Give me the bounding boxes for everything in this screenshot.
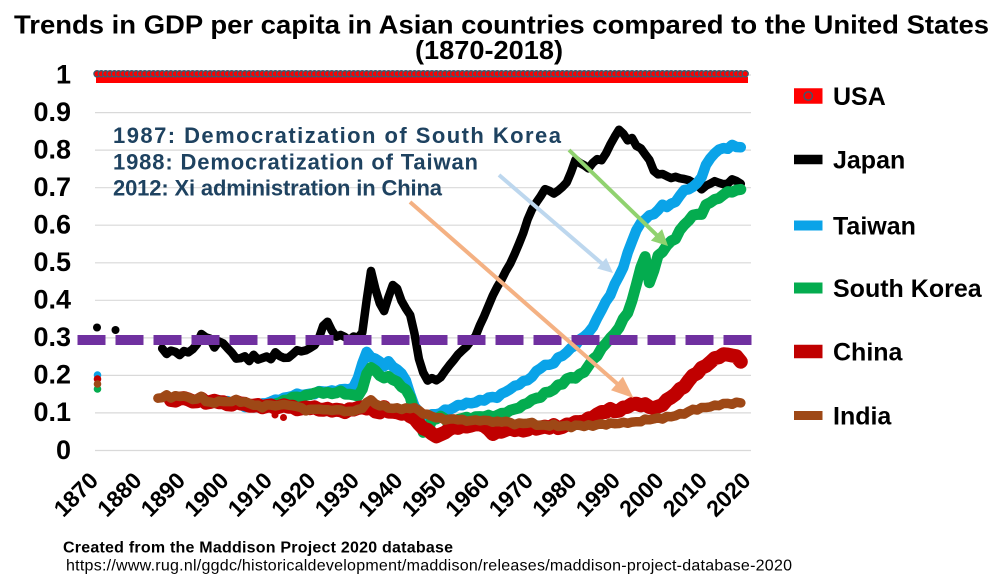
svg-text:1988: Democratization of Taiwa: 1988: Democratization of Taiwan xyxy=(113,149,478,174)
svg-text:(1870-2018): (1870-2018) xyxy=(415,35,563,65)
svg-text:Trends in GDP per capita in As: Trends in GDP per capita in Asian countr… xyxy=(14,10,989,40)
svg-text:0.9: 0.9 xyxy=(33,97,71,127)
svg-text:0.8: 0.8 xyxy=(33,134,71,164)
svg-text:0.1: 0.1 xyxy=(33,397,71,427)
svg-text:Taiwan: Taiwan xyxy=(833,213,916,241)
svg-text:1987: Democratization of South: 1987: Democratization of South Korea xyxy=(113,123,562,148)
svg-text:0.6: 0.6 xyxy=(33,210,71,240)
svg-text:0.3: 0.3 xyxy=(33,322,71,352)
svg-text:0.5: 0.5 xyxy=(33,247,71,277)
svg-text:0: 0 xyxy=(56,435,71,465)
svg-text:South Korea: South Korea xyxy=(833,275,983,303)
svg-text:USA: USA xyxy=(833,83,886,111)
svg-text:https://www.rug.nl/ggdc/histor: https://www.rug.nl/ggdc/historicaldevelo… xyxy=(66,558,792,575)
svg-text:0.7: 0.7 xyxy=(33,172,71,202)
svg-text:2012: Xi administration in Chi: 2012: Xi administration in China xyxy=(113,176,443,201)
svg-text:India: India xyxy=(833,403,892,431)
svg-text:Japan: Japan xyxy=(833,147,905,175)
svg-text:0.4: 0.4 xyxy=(33,285,71,315)
svg-text:China: China xyxy=(833,339,904,367)
svg-text:1: 1 xyxy=(56,59,71,89)
svg-text:Created from the Maddison Proj: Created from the Maddison Project 2020 d… xyxy=(63,540,453,557)
svg-text:0.2: 0.2 xyxy=(33,360,71,390)
